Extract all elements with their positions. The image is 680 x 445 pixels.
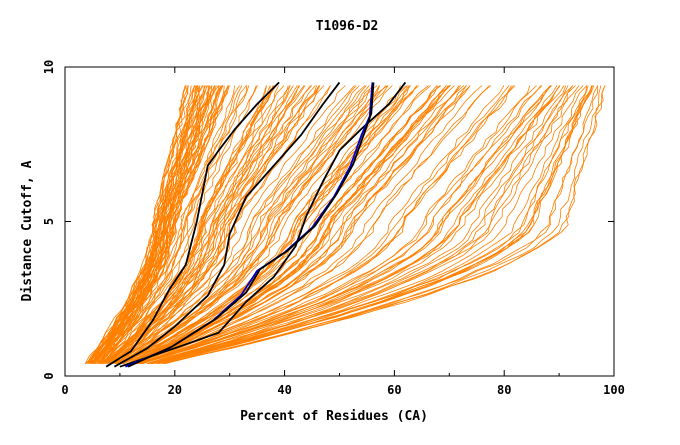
highlight-curves — [105, 81, 407, 368]
x-tick-label: 0 — [61, 383, 68, 397]
background-curve — [137, 85, 531, 364]
background-curve — [93, 85, 220, 364]
background-curve — [116, 85, 387, 364]
background-curve — [98, 85, 235, 364]
background-curve — [122, 85, 378, 364]
background-curve — [137, 85, 483, 364]
background-curve — [137, 85, 490, 364]
background-curve — [109, 85, 311, 364]
background-curve — [111, 85, 320, 364]
series-line-black — [127, 82, 375, 368]
background-curve — [112, 85, 346, 364]
background-curve — [161, 85, 606, 364]
background-curve — [135, 85, 467, 364]
background-curve — [152, 85, 594, 364]
y-axis-ticks: 0 5 10 — [42, 60, 614, 380]
x-axis-label: Percent of Residues (CA) — [240, 409, 428, 424]
background-curve — [110, 85, 294, 364]
background-curve — [102, 85, 271, 364]
background-curve — [106, 85, 277, 364]
background-curve — [96, 85, 216, 364]
background-curve — [136, 85, 516, 364]
background-curve — [101, 85, 291, 364]
background-curve — [120, 85, 389, 364]
background-curve — [104, 85, 258, 364]
y-axis-label: Distance Cutoff, A — [20, 160, 35, 301]
background-curve — [133, 85, 510, 364]
background-curve — [84, 85, 200, 364]
background-curve — [163, 85, 599, 364]
background-curve — [106, 85, 306, 364]
background-curve — [122, 85, 388, 364]
background-curve — [149, 85, 588, 364]
background-curve — [94, 85, 199, 364]
x-tick-label: 80 — [497, 383, 511, 397]
background-curve — [114, 85, 313, 364]
background-curve — [150, 85, 576, 364]
background-curve — [139, 85, 543, 364]
background-curve — [96, 85, 229, 364]
background-curve — [98, 85, 231, 364]
x-tick-label: 100 — [603, 383, 625, 397]
background-curve — [115, 85, 357, 364]
y-tick-label: 0 — [42, 372, 56, 379]
background-curve — [96, 85, 225, 364]
background-curve — [146, 85, 569, 364]
background-curve — [94, 85, 201, 364]
background-curve — [109, 85, 299, 364]
background-curve — [128, 85, 439, 364]
x-tick-label: 60 — [387, 383, 401, 397]
background-curve — [102, 85, 298, 364]
background-curve — [147, 85, 567, 364]
background-curve — [101, 85, 257, 364]
background-curve — [136, 85, 505, 364]
background-curve — [102, 85, 267, 364]
background-curve — [99, 85, 247, 364]
background-curve — [133, 85, 492, 364]
background-curve — [164, 85, 602, 364]
x-tick-label: 20 — [168, 383, 182, 397]
background-curve — [131, 85, 451, 364]
series-line-black — [113, 81, 341, 368]
background-curve — [127, 85, 430, 364]
background-curve — [122, 85, 412, 364]
background-curve — [141, 85, 514, 364]
background-curve — [123, 85, 380, 364]
background-curve — [103, 85, 243, 364]
background-curve — [137, 85, 552, 364]
background-curve — [132, 85, 438, 364]
background-curve — [140, 85, 551, 364]
background-curve — [93, 85, 204, 364]
background-curve — [135, 85, 471, 364]
background-curves — [84, 85, 606, 364]
background-curve — [92, 85, 197, 364]
background-curve — [162, 85, 606, 364]
y-tick-label: 10 — [42, 60, 56, 74]
x-axis-ticks: 0 20 40 60 80 100 — [61, 67, 625, 397]
background-curve — [118, 85, 375, 364]
background-curve — [149, 85, 588, 364]
background-curve — [87, 85, 188, 364]
background-curve — [105, 85, 267, 364]
chart-title: T1096-D2 — [316, 19, 379, 34]
background-curve — [136, 85, 512, 364]
background-curve — [140, 85, 560, 364]
y-tick-label: 5 — [42, 218, 56, 225]
background-curve — [141, 85, 537, 364]
background-curve — [157, 85, 593, 364]
background-curve — [152, 85, 589, 364]
background-curve — [127, 85, 471, 364]
background-curve — [134, 85, 462, 364]
series-line-black — [105, 81, 280, 368]
background-curve — [142, 85, 558, 364]
x-tick-label: 40 — [277, 383, 291, 397]
background-curve — [148, 85, 580, 364]
background-curve — [109, 85, 325, 364]
